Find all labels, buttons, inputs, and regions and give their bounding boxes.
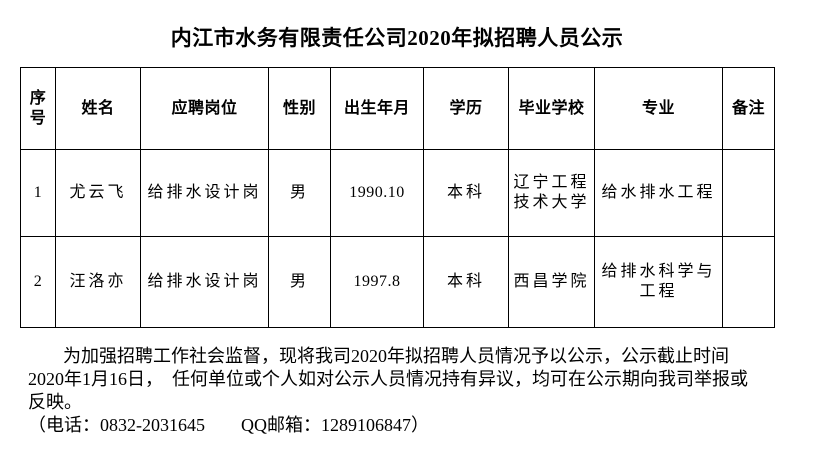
cell-remark: [722, 149, 775, 237]
cell-gender: 男: [268, 236, 331, 328]
col-header-major: 专业: [594, 67, 723, 150]
col-header-name: 姓名: [55, 67, 141, 150]
col-header-school: 毕业学校: [508, 67, 595, 150]
cell-position: 给排水设计岗: [140, 236, 269, 328]
cell-name: 汪洛亦: [55, 236, 141, 328]
col-header-birth: 出生年月: [330, 67, 424, 150]
table-row: 2 汪洛亦 给排水设计岗 男 1997.8 本科 西昌学院 给排水科学与 工程: [20, 236, 775, 328]
cell-name: 尤云飞: [55, 149, 141, 237]
cell-school: 辽宁工程 技术大学: [508, 149, 595, 237]
cell-seq: 1: [20, 149, 56, 237]
cell-education: 本科: [423, 149, 509, 237]
col-header-remark: 备注: [722, 67, 775, 150]
contact-info: （电话：0832-2031645 QQ邮箱：1289106847）: [28, 415, 429, 435]
cell-seq: 2: [20, 236, 56, 328]
notice-line: 反映。: [28, 392, 82, 412]
page-title: 内江市水务有限责任公司2020年拟招聘人员公示: [170, 26, 624, 50]
col-header-gender: 性别: [268, 67, 331, 150]
cell-education: 本科: [423, 236, 509, 328]
cell-birth: 1997.8: [330, 236, 424, 328]
notice-line: 为加强招聘工作社会监督，现将我司2020年拟招聘人员情况予以公示，公示截止时间: [63, 346, 729, 366]
cell-major: 给排水科学与 工程: [594, 236, 723, 328]
col-header-position: 应聘岗位: [140, 67, 269, 150]
col-header-seq: 序 号: [20, 67, 56, 150]
notice-paragraph: 为加强招聘工作社会监督，现将我司2020年拟招聘人员情况予以公示，公示截止时间 …: [28, 345, 808, 437]
notice-line: 2020年1月16日， 任何单位或个人如对公示人员情况持有异议，均可在公示期向我…: [28, 369, 748, 389]
cell-school: 西昌学院: [508, 236, 595, 328]
cell-major: 给水排水工程: [594, 149, 723, 237]
recruitment-table: 序 号 姓名 应聘岗位 性别 出生年月 学历 毕业学校 专业 备注 1 尤云飞 …: [20, 67, 775, 328]
cell-position: 给排水设计岗: [140, 149, 269, 237]
cell-remark: [722, 236, 775, 328]
cell-birth: 1990.10: [330, 149, 424, 237]
col-header-education: 学历: [423, 67, 509, 150]
cell-gender: 男: [268, 149, 331, 237]
table-row: 1 尤云飞 给排水设计岗 男 1990.10 本科 辽宁工程 技术大学 给水排水…: [20, 149, 775, 237]
table-header-row: 序 号 姓名 应聘岗位 性别 出生年月 学历 毕业学校 专业 备注: [20, 67, 775, 150]
